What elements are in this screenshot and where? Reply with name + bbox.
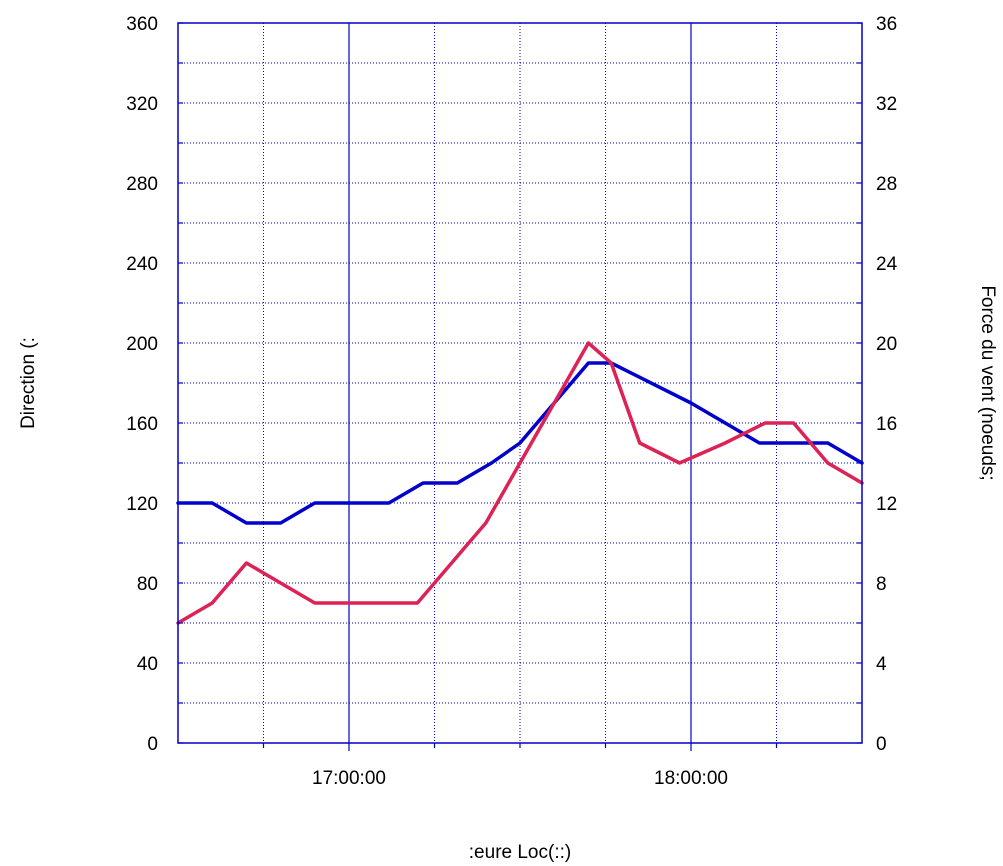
- wind-force-series-line: [176, 341, 864, 625]
- x-tick-label: 18:00:00: [654, 768, 728, 789]
- tick-labels: 0 40 80 120 160 200 240 280 320 360 0 4 8 12 16 20 24 28 3…: [126, 14, 897, 789]
- x-tick-label: 17:00:00: [312, 768, 386, 789]
- y-left-tick-label: 120: [126, 494, 158, 515]
- y-right-tick-label: 24: [876, 254, 898, 275]
- y-left-tick-label: 200: [126, 334, 158, 355]
- y-right-tick-label: 20: [876, 334, 897, 355]
- y-left-tick-label: 360: [126, 14, 158, 35]
- y-right-tick-label: 8: [876, 574, 887, 595]
- y-axis-right-label: Force du vent (noeuds;: [977, 285, 998, 480]
- y-right-tick-label: 16: [876, 414, 897, 435]
- y-left-tick-label: 280: [126, 174, 158, 195]
- y-left-tick-label: 0: [147, 734, 158, 755]
- y-left-tick-label: 160: [126, 414, 158, 435]
- y-left-tick-label: 240: [126, 254, 158, 275]
- x-axis-label: :eure Loc(::): [469, 842, 571, 863]
- grid: [178, 23, 862, 743]
- y-left-tick-label: 320: [126, 94, 158, 115]
- y-right-tick-label: 12: [876, 494, 897, 515]
- tick-marks: [178, 22, 862, 751]
- y-right-tick-label: 4: [876, 654, 887, 675]
- series-lines: [176, 341, 864, 625]
- y-right-tick-label: 36: [876, 14, 897, 35]
- y-right-tick-label: 0: [876, 734, 887, 755]
- y-left-tick-label: 40: [137, 654, 158, 675]
- y-axis-left-label: Direction (:: [18, 337, 39, 429]
- direction-series-line: [176, 361, 864, 525]
- y-right-tick-label: 28: [876, 174, 897, 195]
- y-right-tick-label: 32: [876, 94, 897, 115]
- y-left-tick-label: 80: [137, 574, 158, 595]
